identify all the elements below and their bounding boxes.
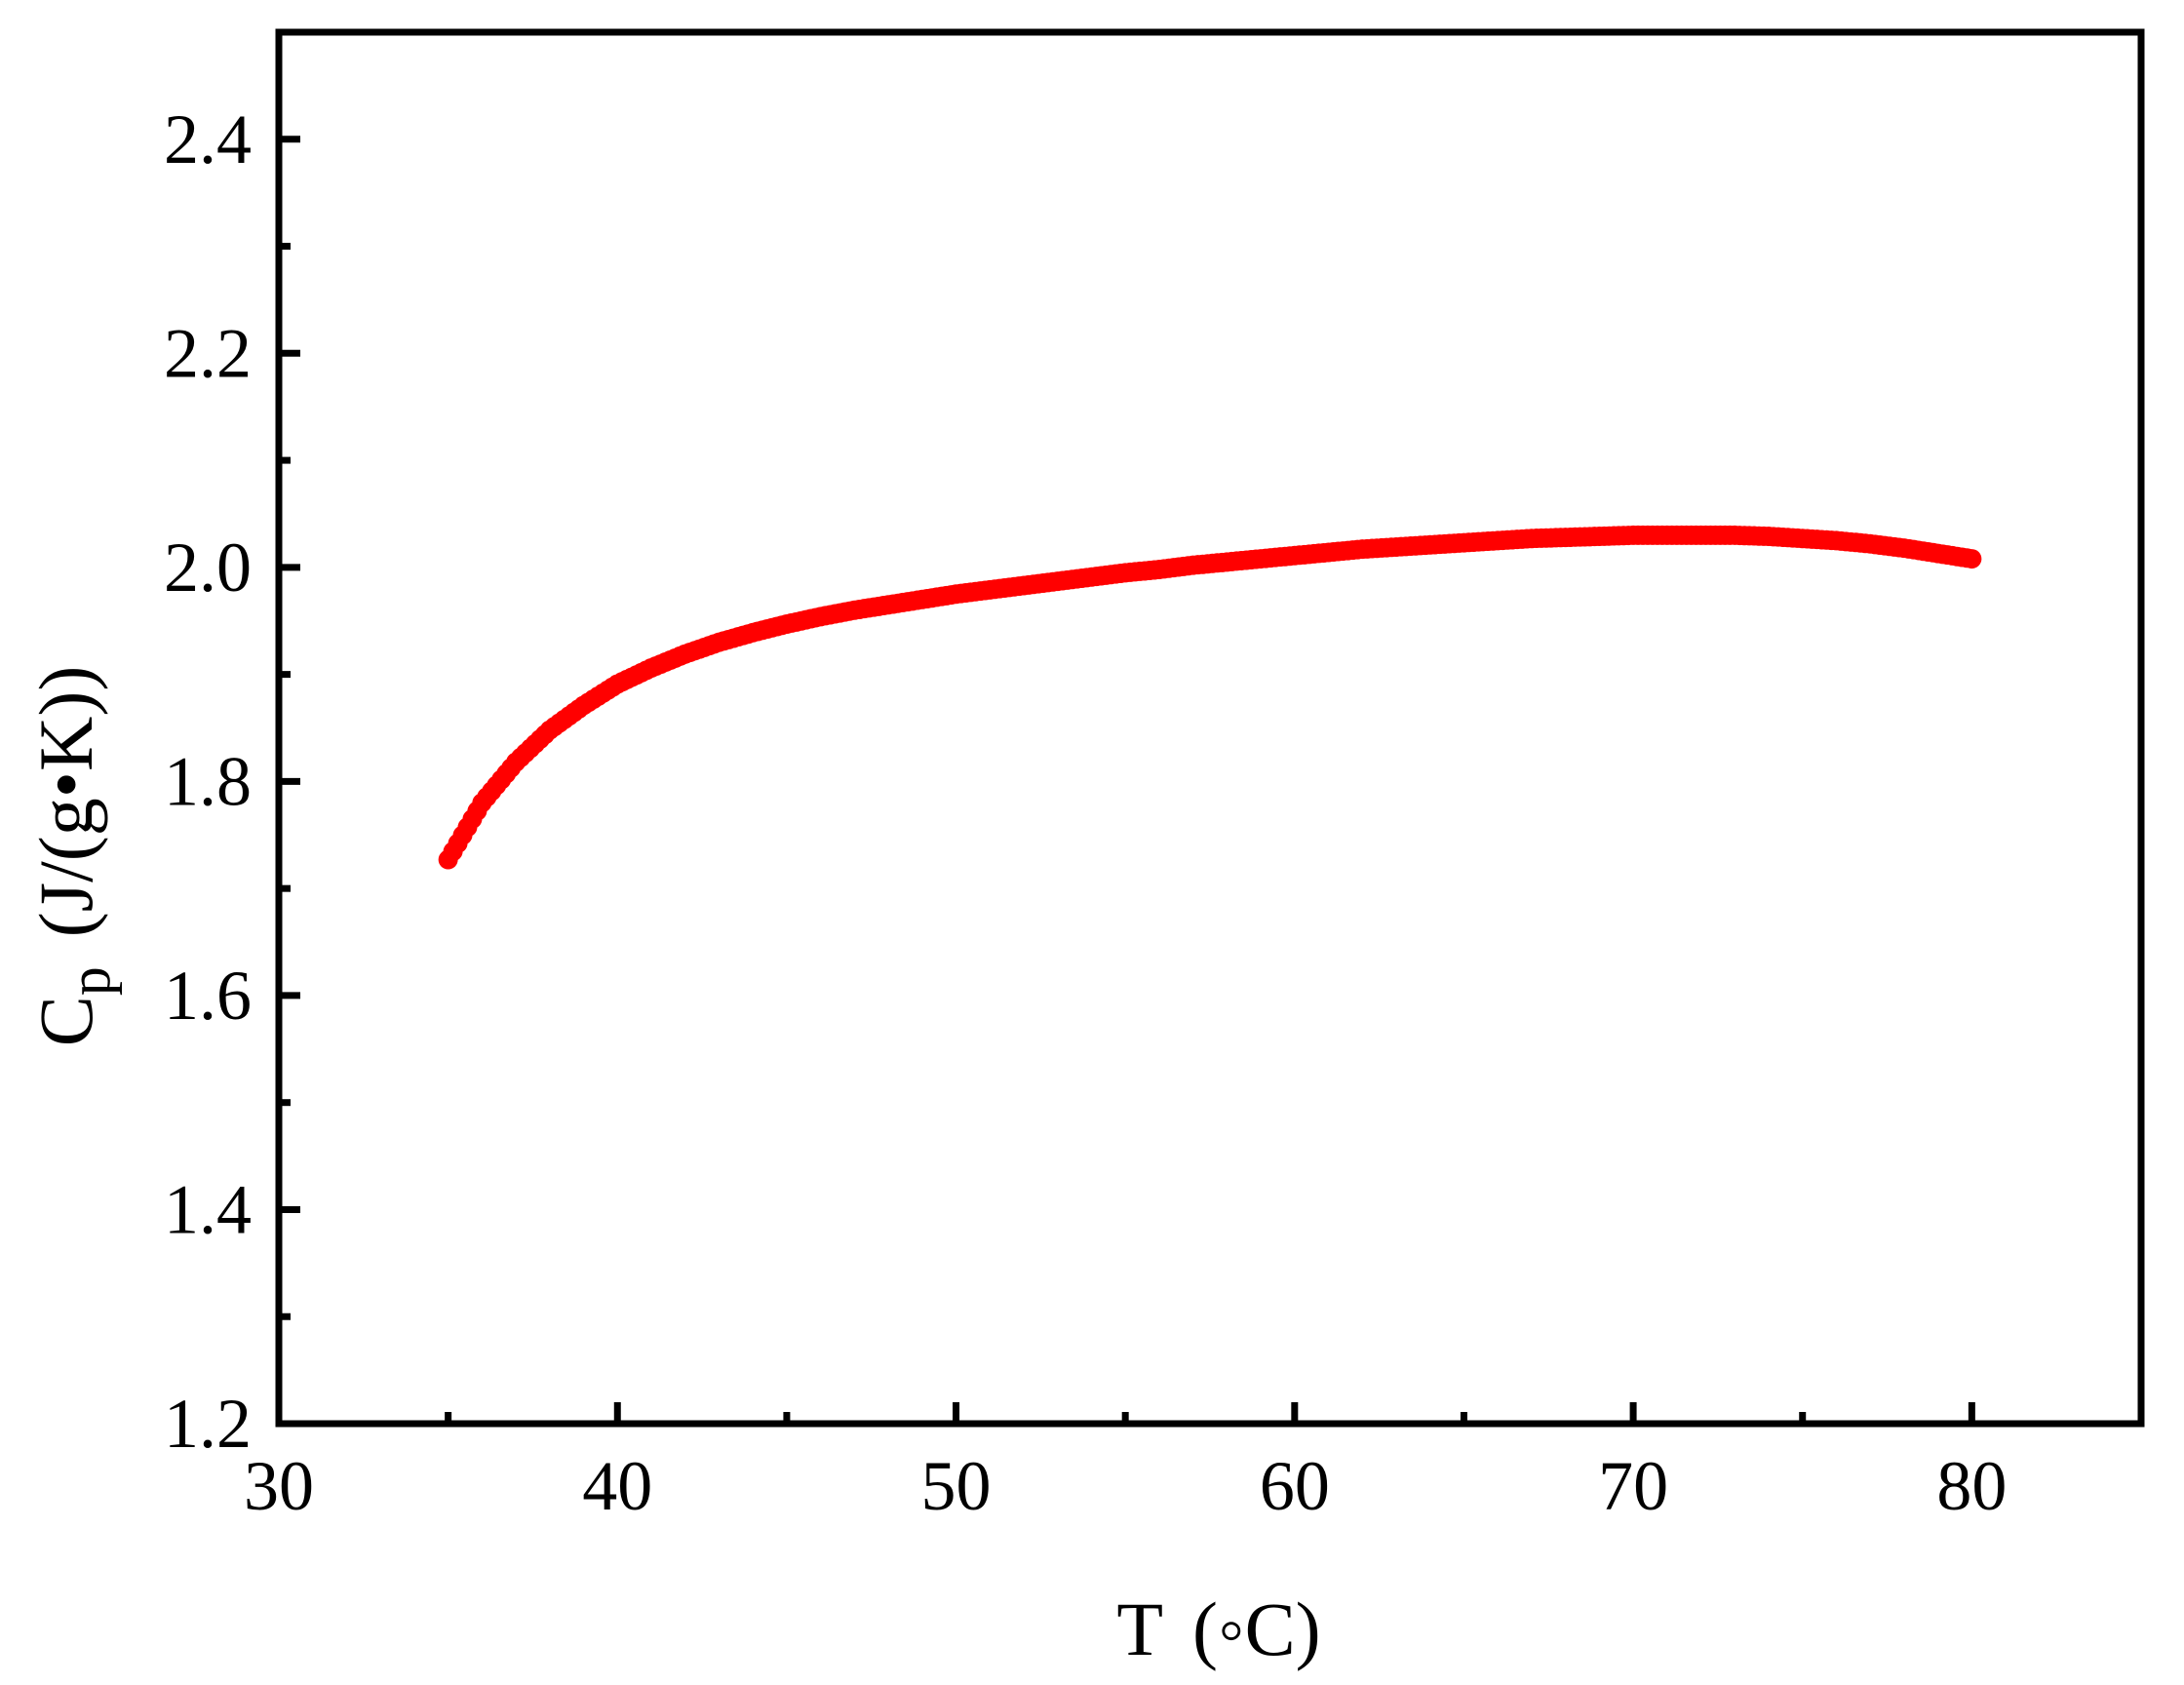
y-axis-subscript: p [58,966,122,996]
labels-layer: 30 40 50 60 70 80 1.2 1.4 1.6 1.8 2.0 2.2 2.4 [164,100,2007,1525]
x-axis-unit: (◦C) [1192,1587,1321,1671]
ticks-layer [275,28,2145,1428]
y-tick-label: 1.2 [164,1385,252,1463]
x-axis-title: T (◦C) [1116,1587,1320,1671]
y-tick-label: 2.2 [164,314,252,392]
data-layer [438,525,1982,870]
data-point [1962,549,1982,569]
x-axis-symbol: T [1116,1587,1163,1671]
x-tick-label: 70 [1598,1447,1668,1525]
y-tick-label: 2.4 [164,100,252,178]
x-tick-label: 40 [582,1447,652,1525]
y-tick-label: 2.0 [164,529,252,607]
plot-frame [275,28,2145,1428]
y-axis-title: Cp (J/(g•K)) [23,666,122,1047]
x-tick-label: 60 [1260,1447,1330,1525]
y-tick-label: 1.6 [164,957,252,1035]
y-axis-unit: (J/(g•K)) [23,666,108,938]
y-axis-symbol: C [23,996,108,1046]
x-tick-label: 80 [1936,1447,2007,1525]
data-series [438,525,1982,870]
y-tick-label: 1.4 [164,1170,252,1248]
x-tick-label: 30 [244,1447,314,1525]
y-tick-label: 1.8 [164,742,252,820]
x-tick-label: 50 [921,1447,992,1525]
